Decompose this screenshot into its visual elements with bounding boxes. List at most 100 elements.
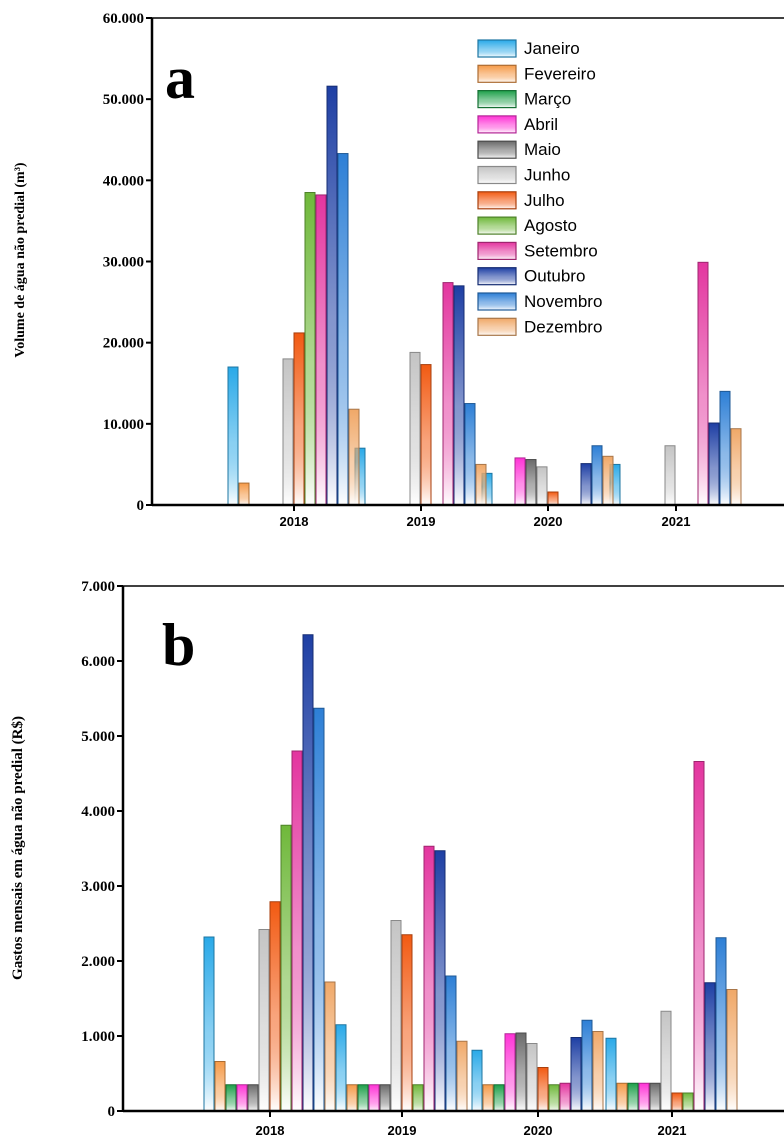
bar-abril-2020 (504, 1033, 516, 1112)
bar-janeiro-2018 (203, 936, 215, 1112)
bar-outubro-2019 (434, 850, 446, 1112)
y-tick-label: 60.000 (103, 11, 144, 27)
bar-fevereiro-2018 (238, 482, 250, 506)
bar-setembro-2021 (697, 261, 709, 506)
panel-label-a: a (165, 45, 195, 111)
legend-swatch-novembro (477, 292, 517, 311)
y-tick-label: 0 (108, 1104, 116, 1120)
bar-setembro-2018 (291, 750, 303, 1112)
y-tick-label: 3.000 (81, 879, 115, 895)
bar-dezembro-2020 (592, 1031, 604, 1112)
x-tick-label: 2019 (407, 514, 436, 529)
bar-agosto-2018 (280, 824, 292, 1112)
bar-fevereiro-2021 (616, 1082, 628, 1112)
y-axis-label-b: Gastos mensais em água não predial (R$) (10, 716, 26, 980)
legend-label-agosto: Agosto (524, 216, 577, 235)
bars-a (227, 85, 742, 506)
bar-dezembro-2021 (730, 428, 742, 506)
bar-julho-2020 (537, 1067, 549, 1112)
legend-swatch-dezembro (477, 317, 517, 336)
bar-novembro-2018 (337, 153, 349, 506)
legend-swatch-março (477, 89, 517, 109)
x-tick-label: 2021 (662, 514, 691, 529)
bar-junho-2019 (390, 920, 402, 1112)
bar-março-2019 (357, 1084, 369, 1112)
panel-label-b: b (162, 612, 195, 678)
bar-dezembro-2018 (348, 408, 360, 506)
y-tick-label: 5.000 (81, 729, 115, 745)
bar-abril-2018 (236, 1084, 248, 1112)
legend-label-junho: Junho (524, 166, 570, 185)
bar-julho-2018 (293, 332, 305, 506)
bar-junho-2021 (664, 445, 676, 506)
bar-setembro-2021 (693, 761, 705, 1112)
bar-junho-2019 (409, 351, 421, 506)
bar-outubro-2018 (326, 85, 338, 506)
y-tick-label: 10.000 (103, 417, 144, 433)
legend-label-dezembro: Dezembro (524, 317, 602, 336)
bar-outubro-2019 (453, 285, 465, 506)
y-ticks-a: 0 10.000 20.000 30.000 40.000 50.000 60.000 (103, 11, 152, 514)
bar-julho-2018 (269, 901, 281, 1112)
y-tick-label: 1.000 (81, 1029, 115, 1045)
x-tick-label: 2019 (388, 1123, 417, 1138)
bar-novembro-2020 (591, 445, 603, 506)
bars-b (203, 634, 738, 1112)
bar-setembro-2019 (442, 282, 454, 506)
bar-novembro-2020 (581, 1019, 593, 1112)
bar-junho-2018 (258, 929, 270, 1112)
bar-novembro-2019 (445, 975, 457, 1112)
bar-fevereiro-2018 (214, 1061, 226, 1112)
bar-junho-2018 (282, 358, 294, 506)
y-tick-label: 20.000 (103, 336, 144, 352)
bar-dezembro-2019 (475, 463, 487, 506)
legend-label-abril: Abril (524, 115, 558, 134)
bar-julho-2019 (401, 934, 413, 1112)
bar-dezembro-2020 (602, 455, 614, 506)
legend-label-setembro: Setembro (524, 241, 598, 260)
y-tick-label: 2.000 (81, 954, 115, 970)
y-axis-label-a: Volume de água não predial (m³) (13, 162, 28, 357)
legend-swatch-junho (477, 165, 517, 185)
bar-março-2021 (627, 1082, 639, 1112)
x-tick-label: 2020 (524, 1123, 553, 1138)
bar-fevereiro-2020 (482, 1084, 494, 1112)
chart-a: 0 10.000 20.000 30.000 40.000 50.000 60.000 20… (13, 11, 784, 529)
x-ticks-b: 2018 2019 2020 2021 (256, 1111, 686, 1138)
bar-janeiro-2018 (227, 366, 239, 506)
bar-maio-2018 (247, 1084, 259, 1112)
bar-junho-2021 (660, 1010, 672, 1112)
bar-outubro-2018 (302, 634, 314, 1112)
bar-maio-2020 (515, 1032, 527, 1112)
bar-setembro-2020 (559, 1082, 571, 1112)
bar-julho-2020 (547, 491, 559, 506)
bar-maio-2019 (379, 1084, 391, 1112)
bar-abril-2019 (368, 1084, 380, 1112)
bar-agosto-2021 (682, 1092, 694, 1112)
bar-outubro-2021 (704, 982, 716, 1112)
bar-setembro-2019 (423, 845, 435, 1112)
legend-swatch-julho (477, 191, 517, 210)
legend-swatch-abril (477, 115, 517, 134)
y-tick-label: 50.000 (103, 92, 144, 108)
bar-janeiro-2021 (605, 1037, 617, 1112)
y-tick-label: 30.000 (103, 255, 144, 271)
legend-swatch-agosto (477, 216, 517, 235)
bar-março-2020 (493, 1084, 505, 1112)
legend-swatch-setembro (477, 241, 517, 260)
legend-label-julho: Julho (524, 191, 565, 210)
bar-dezembro-2019 (456, 1040, 468, 1112)
legend-swatch-fevereiro (477, 64, 517, 83)
bar-agosto-2020 (548, 1084, 560, 1112)
bar-abril-2021 (638, 1082, 650, 1112)
y-tick-label: 7.000 (81, 579, 115, 595)
x-tick-label: 2018 (256, 1123, 285, 1138)
y-ticks-b: 0 1.000 2.000 3.000 4.000 5.000 6.000 7.000 (81, 579, 123, 1120)
y-tick-label: 40.000 (103, 173, 144, 189)
bar-janeiro-2019 (335, 1024, 347, 1112)
bar-dezembro-2018 (324, 981, 336, 1112)
bar-novembro-2021 (719, 390, 731, 506)
legend-swatch-maio (477, 140, 517, 159)
legend-label-novembro: Novembro (524, 292, 602, 311)
